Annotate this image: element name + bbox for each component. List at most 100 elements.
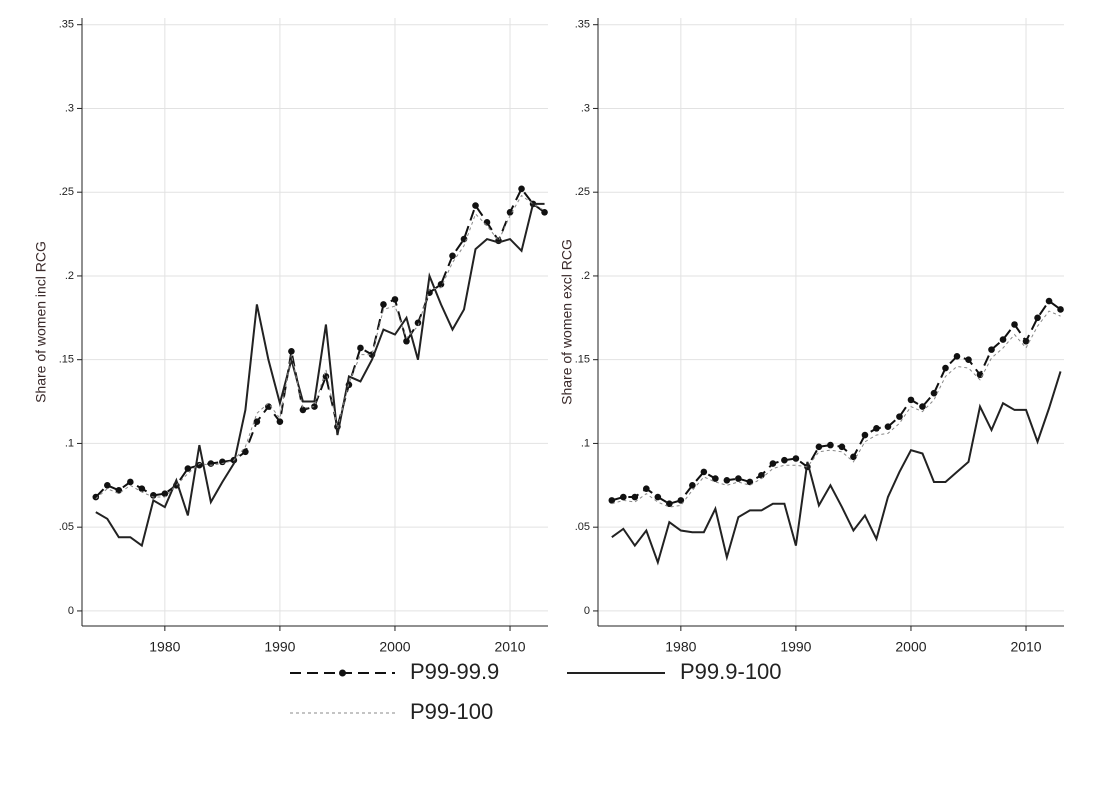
point	[815, 443, 823, 451]
point	[781, 456, 788, 464]
point	[541, 208, 548, 216]
y-tick-label: .25	[59, 186, 74, 198]
series-line: P99-100	[611, 310, 1061, 508]
point	[873, 425, 880, 432]
point	[700, 468, 708, 476]
point	[942, 364, 949, 372]
series-line: P99.9-100	[95, 202, 545, 548]
point	[838, 443, 846, 451]
y-tick-label: .1	[65, 437, 74, 449]
point	[196, 461, 203, 469]
point	[414, 319, 422, 327]
point	[930, 389, 938, 397]
y-tick-label: .15	[59, 354, 74, 366]
point	[677, 497, 685, 504]
y-tick-label: .2	[581, 270, 590, 282]
x-tick-label: 2000	[895, 639, 926, 655]
legend: P99-99.9 P99.9-100 P99-100	[290, 659, 782, 724]
point	[276, 418, 284, 425]
point	[643, 485, 650, 492]
point	[207, 460, 215, 467]
point	[1057, 306, 1064, 313]
point	[92, 493, 100, 501]
legend-marker	[339, 669, 346, 677]
x-tick-label: 1980	[665, 639, 696, 655]
point	[242, 448, 249, 456]
point	[449, 252, 456, 260]
point	[1011, 321, 1018, 328]
panel: 0 .05 .1 .15 .2 .25 .3 .35 1980 1990 2000 2010 Share…	[559, 18, 1064, 655]
y-tick-label: .05	[59, 521, 74, 533]
series-line: P99-100	[95, 194, 545, 500]
series-line: P99-99.9	[95, 186, 546, 498]
point	[288, 348, 295, 355]
y-axis-title: Share of women incl RCG	[33, 241, 49, 403]
y-tick-label: .3	[581, 102, 590, 114]
y-tick-label: .25	[575, 186, 590, 198]
point	[357, 344, 364, 352]
point	[620, 493, 627, 501]
x-tick-label: 1980	[149, 639, 180, 655]
point	[1034, 314, 1041, 322]
point	[953, 353, 961, 360]
y-tick-label: .3	[65, 102, 74, 114]
y-tick-label: .2	[65, 270, 74, 282]
point	[483, 219, 491, 226]
y-tick-label: 0	[68, 605, 74, 617]
point	[311, 403, 318, 410]
point	[988, 346, 995, 353]
point	[723, 476, 731, 484]
point	[403, 337, 410, 345]
x-tick-label: 2010	[494, 639, 525, 655]
point	[896, 413, 903, 420]
point	[999, 336, 1007, 343]
point	[758, 471, 765, 479]
point	[827, 441, 834, 449]
point	[861, 431, 869, 439]
point	[919, 403, 926, 410]
y-tick-label: .05	[575, 521, 590, 533]
x-tick-label: 2000	[379, 639, 410, 655]
point	[391, 296, 399, 303]
y-tick-label: .35	[575, 19, 590, 31]
point	[184, 465, 192, 472]
point	[253, 418, 261, 425]
point	[150, 492, 157, 499]
point	[380, 301, 387, 308]
point	[1022, 337, 1030, 345]
point	[850, 453, 857, 461]
y-tick-label: 0	[584, 605, 590, 617]
point	[746, 478, 754, 486]
point	[299, 406, 307, 414]
point	[965, 356, 972, 363]
point	[712, 475, 719, 482]
x-tick-label: 1990	[780, 639, 811, 655]
point	[792, 455, 800, 462]
series-line: P99.9-100	[611, 371, 1062, 566]
point	[907, 396, 915, 404]
y-tick-label: .1	[581, 437, 590, 449]
point	[631, 493, 639, 501]
legend-label: P99-99.9	[410, 659, 499, 684]
series-line: P99-99.9	[611, 299, 1062, 505]
point	[689, 482, 696, 489]
x-tick-label: 1990	[264, 639, 295, 655]
x-tick-label: 2010	[1010, 639, 1041, 655]
y-tick-label: .35	[59, 19, 74, 31]
point	[127, 478, 134, 486]
y-tick-label: .15	[575, 354, 590, 366]
point	[654, 493, 662, 501]
point	[104, 482, 111, 489]
y-axis-title: Share of women excl RCG	[559, 239, 575, 405]
point	[608, 497, 616, 504]
point	[161, 490, 169, 497]
point	[219, 458, 226, 466]
point	[437, 281, 445, 288]
panel: 0 .05 .1 .15 .2 .25 .3 .35 1980 1990 2000 2010 Share…	[33, 18, 548, 655]
legend-label: P99-100	[410, 699, 493, 724]
point	[506, 208, 514, 216]
point	[138, 485, 146, 492]
point	[735, 475, 742, 482]
point	[518, 185, 525, 193]
